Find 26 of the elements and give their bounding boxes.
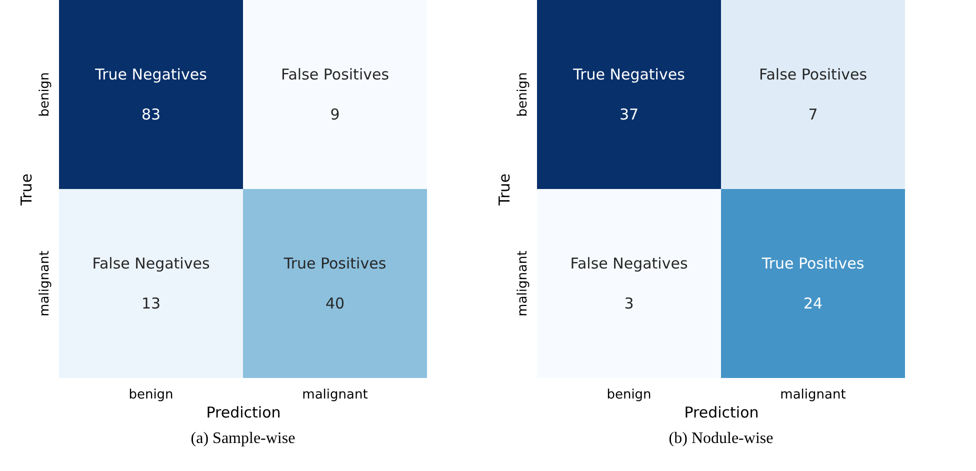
x-tick-label: malignant <box>302 388 368 402</box>
data-label: 7 <box>808 106 818 124</box>
data-label: 3 <box>624 294 634 312</box>
x-tick-label: benign <box>128 388 174 402</box>
data-label: 40 <box>325 294 345 312</box>
data-label: 83 <box>141 106 161 124</box>
annotation: True Negatives <box>572 66 686 84</box>
y-axis-title: True <box>496 174 514 206</box>
x-axis-title: Prediction <box>206 404 281 422</box>
data-label: 9 <box>330 106 340 124</box>
annotation: False Positives <box>280 66 390 84</box>
data-label: 37 <box>619 106 639 124</box>
annotation: True Positives <box>282 254 386 272</box>
text: (b) Nodule-wise <box>668 430 774 447</box>
text: (a) Sample-wise <box>190 430 296 447</box>
data-label: 24 <box>803 294 823 312</box>
annotation: False Negatives <box>92 254 210 272</box>
data-label: 13 <box>141 294 161 312</box>
x-tick-label: benign <box>606 388 652 402</box>
annotation: False Negatives <box>570 254 688 272</box>
y-axis-title: True <box>18 174 36 206</box>
x-axis-title: Prediction <box>684 404 759 422</box>
annotation: False Positives <box>758 66 868 84</box>
x-tick-label: malignant <box>780 388 846 402</box>
annotation: True Positives <box>760 254 864 272</box>
annotation: True Negatives <box>94 66 208 84</box>
